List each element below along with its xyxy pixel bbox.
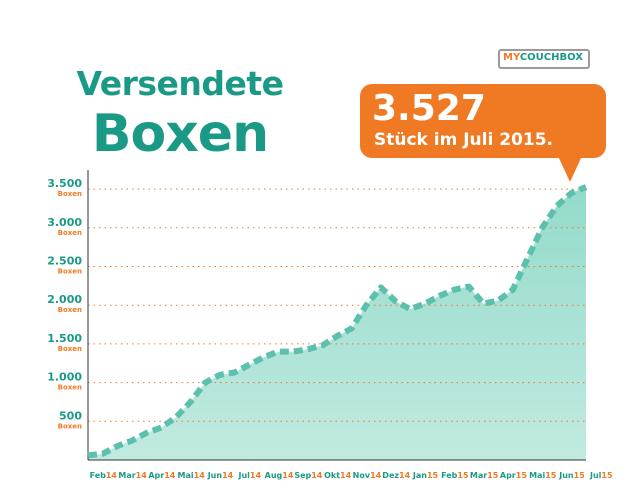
x-tick-label: Dez14 <box>382 471 410 480</box>
y-tick-label: 2.000 <box>47 293 82 306</box>
x-tick-label: Jan15 <box>412 471 439 480</box>
x-tick-label: Apr15 <box>500 471 527 480</box>
y-tick-label: 500 <box>59 409 82 422</box>
logo-text-box: BOX <box>559 52 583 63</box>
chart-title-line2: Boxen <box>91 104 269 164</box>
y-tick-unit: Boxen <box>58 384 82 392</box>
series-line <box>87 184 588 459</box>
y-tick-unit: Boxen <box>58 422 82 430</box>
x-tick-label: Mai14 <box>178 471 206 480</box>
x-tick-label: Nov14 <box>353 471 382 480</box>
x-tick-label: Mai15 <box>529 471 557 480</box>
y-tick-unit: Boxen <box>58 306 82 314</box>
y-tick-label: 3.000 <box>47 216 82 229</box>
x-tick-label: Jul15 <box>589 471 613 480</box>
logo-couch-frame <box>498 49 590 69</box>
x-tick-label: Jun15 <box>558 471 585 480</box>
callout-value: 3.527 <box>372 88 486 129</box>
x-tick-label: Apr14 <box>148 471 175 480</box>
callout-pointer <box>558 156 582 182</box>
value-callout: 3.527 Stück im Juli 2015. <box>360 84 606 158</box>
x-tick-label: Okt14 <box>324 471 352 480</box>
x-tick-label: Jul14 <box>237 471 261 480</box>
y-tick-unit: Boxen <box>58 267 82 275</box>
chart-title-line1: Versendete <box>76 64 284 103</box>
y-tick-label: 1.000 <box>47 371 82 384</box>
x-tick-label: Aug14 <box>265 471 294 480</box>
x-tick-label: Mar15 <box>470 471 499 480</box>
area-fill <box>88 187 586 460</box>
y-tick-unit: Boxen <box>58 345 82 353</box>
x-tick-label: Feb14 <box>90 471 118 480</box>
y-tick-label: 2.500 <box>47 254 82 267</box>
x-tick-label: Feb15 <box>441 471 469 480</box>
x-tick-label: Jun14 <box>207 471 234 480</box>
y-tick-unit: Boxen <box>58 229 82 237</box>
x-tick-label: Sep14 <box>294 471 322 480</box>
mycouchbox-logo: MYCOUCHBOX <box>494 46 594 70</box>
logo-text: MYCOUCHBOX <box>500 50 586 66</box>
y-tick-label: 1.500 <box>47 332 82 345</box>
y-tick-label: 3.500 <box>47 177 82 190</box>
x-tick-label: Mar14 <box>118 471 147 480</box>
logo-text-my: MY <box>503 52 520 63</box>
callout-text: Stück im Juli 2015. <box>374 130 554 150</box>
y-tick-unit: Boxen <box>58 190 82 198</box>
logo-text-couch: COUCH <box>519 52 560 63</box>
